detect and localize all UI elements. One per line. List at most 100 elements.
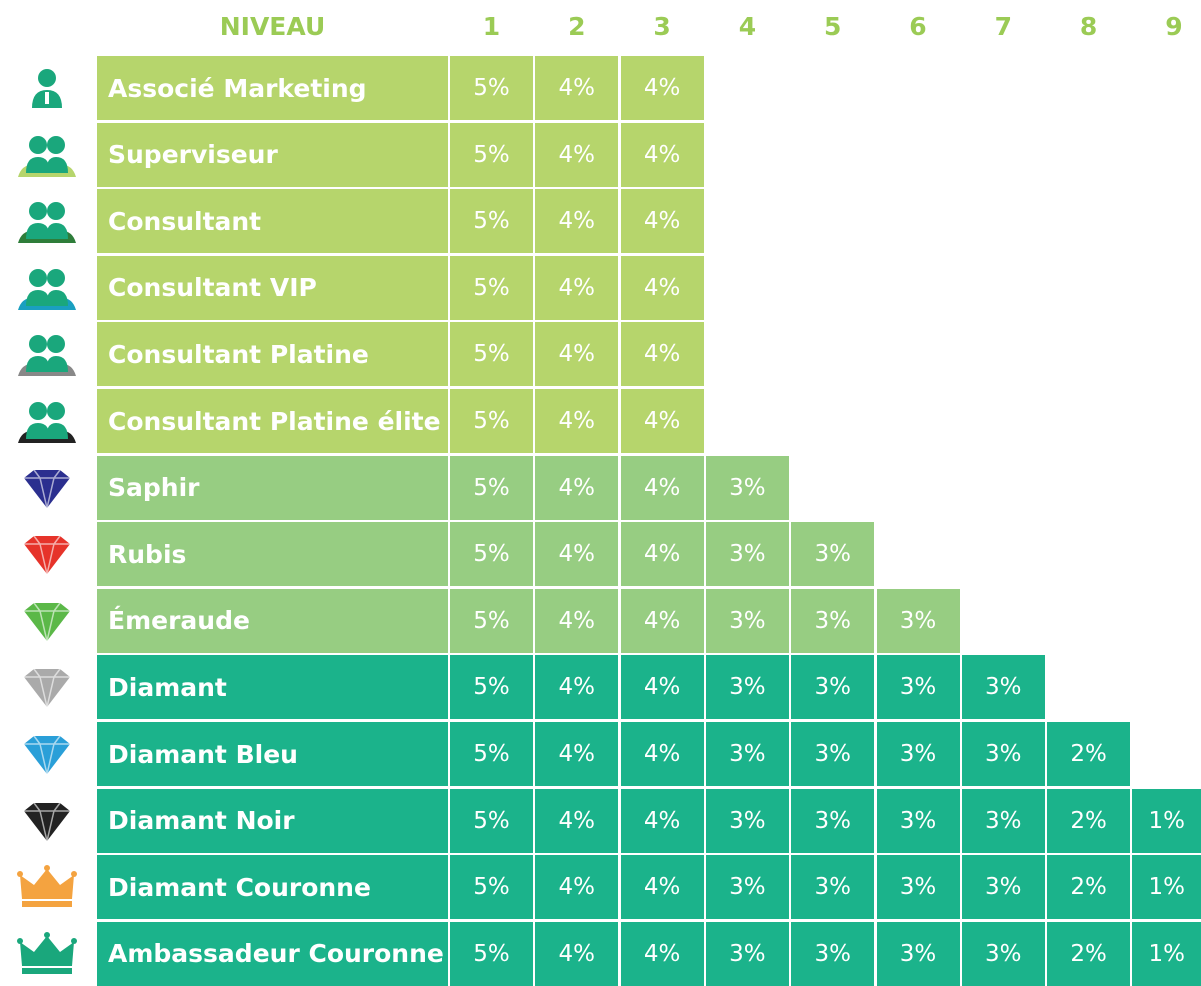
percent-cell: 3%: [791, 788, 875, 853]
row-name: Consultant Platine élite: [97, 389, 448, 453]
percent-cell: 4%: [535, 921, 619, 986]
percent-cell: 3%: [961, 855, 1045, 920]
percent-cell: 5%: [450, 389, 533, 453]
percent-cell: 4%: [620, 788, 704, 853]
percent-cell: 3%: [876, 588, 960, 653]
percent-cell: 4%: [535, 255, 619, 320]
percent-cell: 4%: [620, 122, 704, 187]
row-name: Diamant Noir: [97, 788, 448, 853]
rank-icon: [18, 335, 76, 377]
row-name: Rubis: [97, 522, 448, 587]
level-header: 1: [482, 12, 501, 41]
percent-cell: 3%: [791, 588, 875, 653]
row-name: Diamant: [97, 655, 448, 720]
percent-cell: 3%: [705, 722, 789, 786]
percent-cell: 2%: [1047, 855, 1131, 920]
percent-cell: 4%: [620, 921, 704, 986]
rank-icon: [18, 135, 76, 177]
percent-cell: 3%: [705, 655, 789, 720]
percent-cell: 5%: [450, 855, 533, 920]
percent-cell: 4%: [620, 389, 704, 453]
percent-cell: 1%: [1132, 788, 1201, 853]
rank-icon: [24, 602, 70, 641]
row-name: Consultant VIP: [97, 255, 448, 320]
percent-cell: 4%: [535, 389, 619, 453]
rank-icon: [24, 469, 70, 508]
rank-icon: [17, 865, 77, 908]
percent-cell: 4%: [535, 788, 619, 853]
percent-cell: 4%: [535, 56, 619, 120]
rank-icon: [17, 931, 77, 974]
percent-cell: 3%: [791, 522, 875, 587]
row-name: Consultant Platine: [97, 322, 448, 387]
rank-icon: [24, 735, 70, 775]
rank-icon: [18, 268, 76, 310]
percent-cell: 2%: [1047, 722, 1131, 786]
percent-cell: 5%: [450, 56, 533, 120]
level-header: 5: [823, 12, 842, 41]
percent-cell: 5%: [450, 722, 533, 786]
percent-cell: 4%: [535, 655, 619, 720]
percent-cell: 3%: [705, 522, 789, 587]
percent-cell: 5%: [450, 655, 533, 720]
percent-cell: 3%: [961, 788, 1045, 853]
percent-cell: 5%: [450, 588, 533, 653]
percent-cell: 4%: [620, 255, 704, 320]
percent-cell: 4%: [620, 722, 704, 786]
percent-cell: 4%: [535, 122, 619, 187]
row-name: Diamant Bleu: [97, 722, 448, 786]
percent-cell: 5%: [450, 122, 533, 187]
rank-icon: [24, 535, 70, 575]
row-name: Associé Marketing: [97, 56, 448, 120]
percent-cell: 3%: [876, 655, 960, 720]
percent-cell: 4%: [620, 522, 704, 587]
percent-cell: 3%: [961, 921, 1045, 986]
percent-cell: 2%: [1047, 921, 1131, 986]
rank-icon: [18, 202, 76, 244]
level-header: 6: [909, 12, 927, 41]
percent-cell: 4%: [535, 522, 619, 587]
percent-cell: 3%: [705, 788, 789, 853]
percent-cell: 4%: [620, 855, 704, 920]
row-name: Saphir: [97, 455, 448, 520]
percent-cell: 4%: [620, 588, 704, 653]
percent-cell: 1%: [1132, 921, 1201, 986]
percent-cell: 3%: [705, 855, 789, 920]
niveau-header: NIVEAU: [219, 12, 326, 41]
percent-cell: 3%: [961, 655, 1045, 720]
rank-icon: [32, 69, 62, 108]
percent-cell: 4%: [620, 56, 704, 120]
percent-cell: 4%: [620, 655, 704, 720]
level-header: 8: [1079, 12, 1098, 41]
level-header: 4: [738, 12, 757, 41]
percent-cell: 4%: [620, 189, 704, 254]
percent-cell: 4%: [535, 322, 619, 387]
percent-cell: 3%: [876, 788, 960, 853]
level-header: 9: [1165, 12, 1183, 41]
percent-cell: 3%: [961, 722, 1045, 786]
percent-cell: 5%: [450, 522, 533, 587]
rank-icon: [24, 802, 70, 841]
percent-cell: 3%: [791, 855, 875, 920]
percent-cell: 5%: [450, 322, 533, 387]
percent-cell: 4%: [620, 455, 704, 520]
percent-cell: 3%: [876, 921, 960, 986]
percent-cell: 4%: [535, 189, 619, 254]
percent-cell: 5%: [450, 255, 533, 320]
percent-cell: 3%: [791, 921, 875, 986]
percent-cell: 2%: [1047, 788, 1131, 853]
rank-icon: [18, 402, 76, 443]
rank-icon: [24, 668, 70, 708]
percent-cell: 3%: [791, 722, 875, 786]
percent-cell: 5%: [450, 189, 533, 254]
percent-cell: 5%: [450, 455, 533, 520]
level-header: 7: [994, 12, 1012, 41]
percent-cell: 3%: [705, 921, 789, 986]
row-name: Diamant Couronne: [97, 855, 448, 920]
percent-cell: 3%: [791, 655, 875, 720]
row-name: Superviseur: [97, 122, 448, 187]
percent-cell: 4%: [535, 588, 619, 653]
percent-cell: 4%: [620, 322, 704, 387]
percent-cell: 4%: [535, 455, 619, 520]
